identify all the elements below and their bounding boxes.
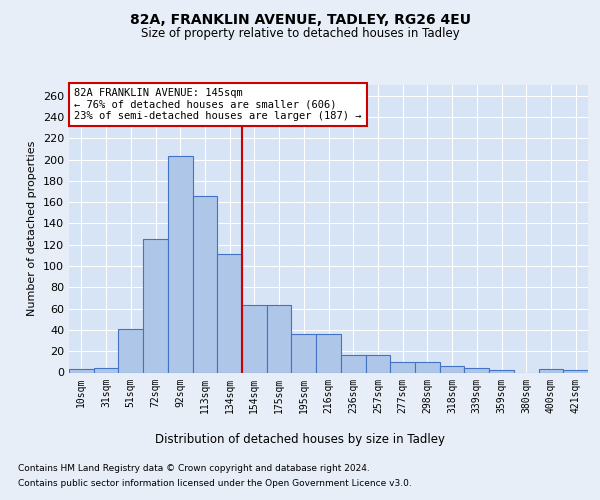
- Bar: [193, 196, 217, 372]
- Text: Contains public sector information licensed under the Open Government Licence v3: Contains public sector information licen…: [18, 479, 412, 488]
- Bar: [217, 254, 242, 372]
- Bar: [118, 329, 143, 372]
- Text: 82A FRANKLIN AVENUE: 145sqm
← 76% of detached houses are smaller (606)
23% of se: 82A FRANKLIN AVENUE: 145sqm ← 76% of det…: [74, 88, 362, 121]
- Bar: [365, 356, 390, 372]
- Text: 82A, FRANKLIN AVENUE, TADLEY, RG26 4EU: 82A, FRANKLIN AVENUE, TADLEY, RG26 4EU: [130, 12, 470, 26]
- Text: Distribution of detached houses by size in Tadley: Distribution of detached houses by size …: [155, 432, 445, 446]
- Bar: [341, 356, 365, 372]
- Bar: [94, 368, 118, 372]
- Bar: [168, 156, 193, 372]
- Bar: [440, 366, 464, 372]
- Bar: [563, 370, 588, 372]
- Y-axis label: Number of detached properties: Number of detached properties: [28, 141, 37, 316]
- Bar: [539, 370, 563, 372]
- Bar: [489, 370, 514, 372]
- Bar: [464, 368, 489, 372]
- Bar: [316, 334, 341, 372]
- Bar: [69, 370, 94, 372]
- Text: Size of property relative to detached houses in Tadley: Size of property relative to detached ho…: [140, 28, 460, 40]
- Bar: [415, 362, 440, 372]
- Text: Contains HM Land Registry data © Crown copyright and database right 2024.: Contains HM Land Registry data © Crown c…: [18, 464, 370, 473]
- Bar: [143, 240, 168, 372]
- Bar: [390, 362, 415, 372]
- Bar: [292, 334, 316, 372]
- Bar: [242, 306, 267, 372]
- Bar: [267, 306, 292, 372]
